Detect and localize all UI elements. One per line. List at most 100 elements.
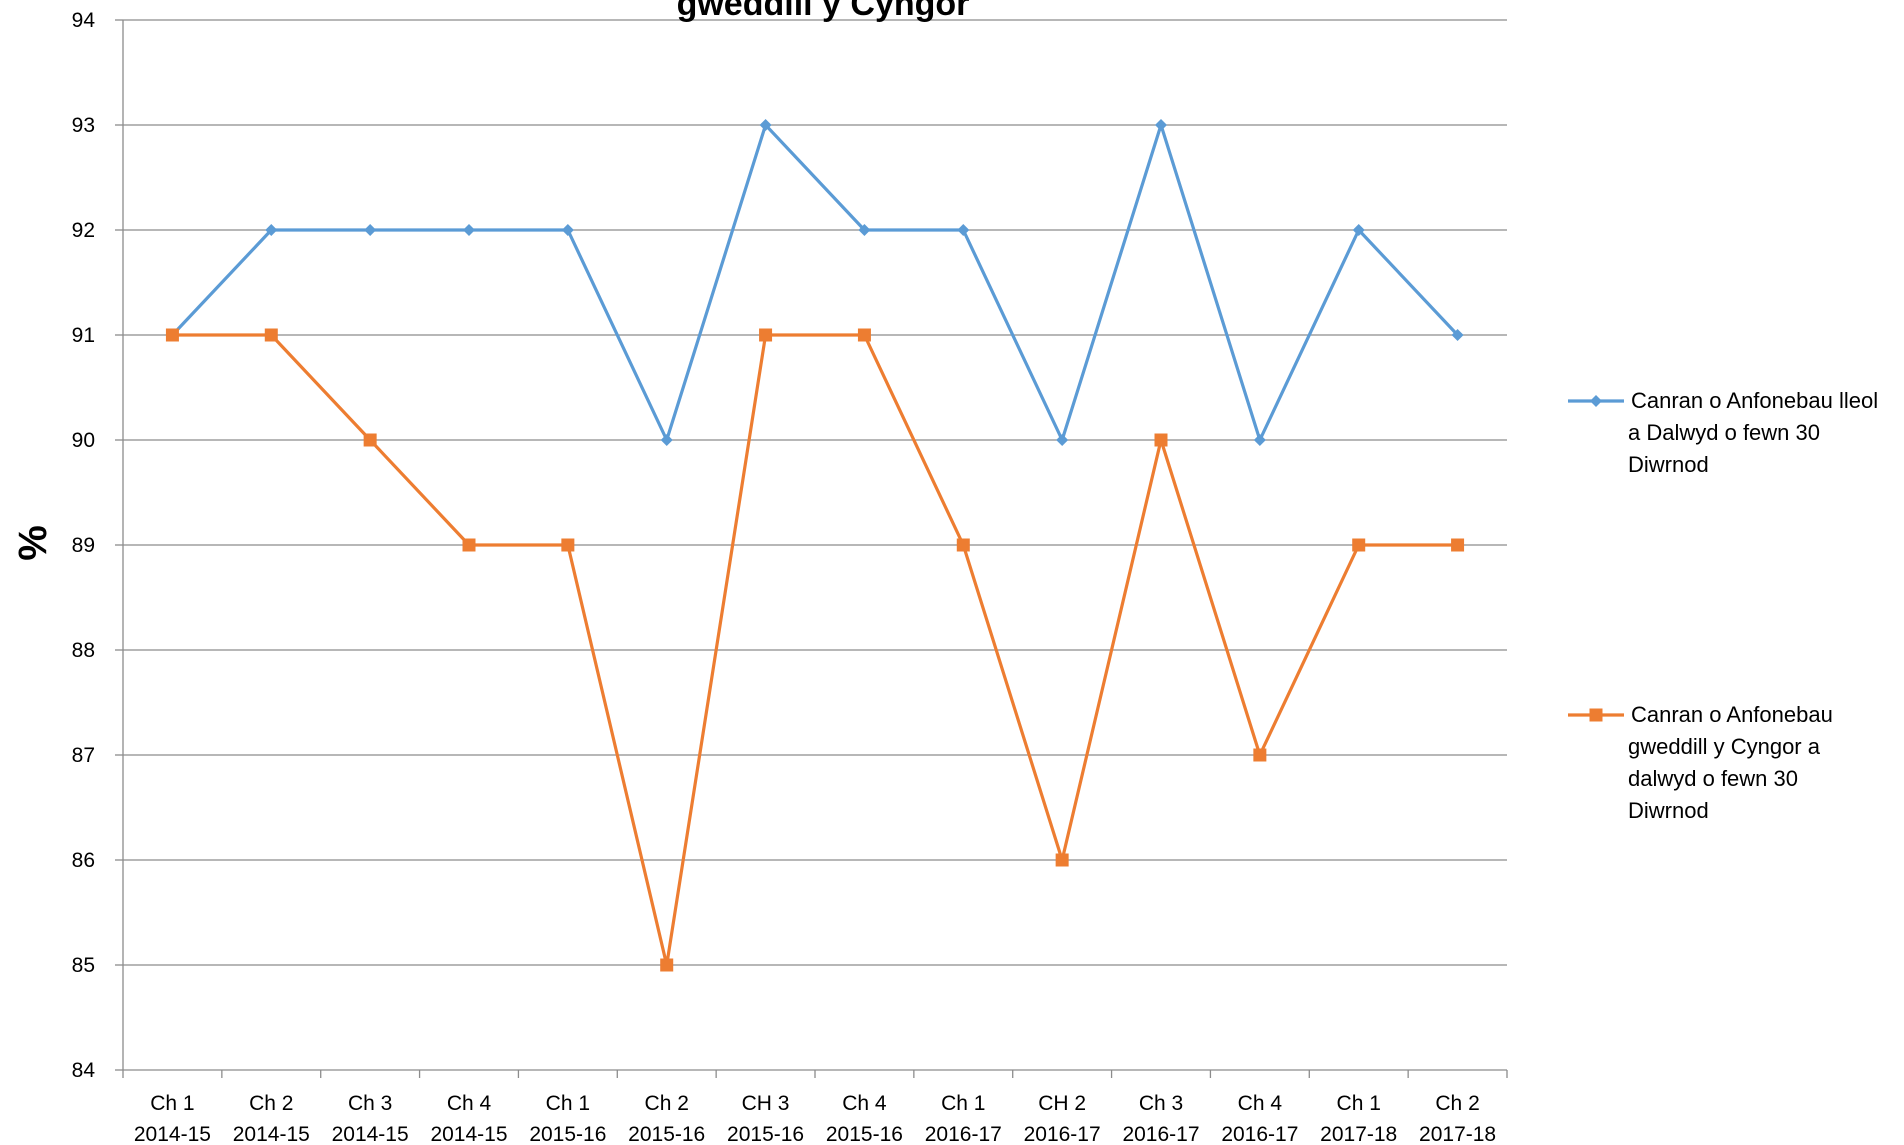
x-tick-label-quarter: Ch 4 xyxy=(1238,1092,1283,1115)
x-tick-label-quarter: Ch 3 xyxy=(348,1092,392,1115)
y-tick-label: 90 xyxy=(72,429,95,452)
data-point xyxy=(957,224,970,236)
x-tick-label: Ch 3 2014-15 xyxy=(332,1092,409,1145)
x-tick-label-quarter: Ch 1 xyxy=(941,1092,985,1115)
x-tick-label-year: 2014-15 xyxy=(134,1123,211,1145)
y-tick-label: 94 xyxy=(72,9,96,32)
legend-label-line: Diwrnod xyxy=(1628,452,1709,477)
x-tick-label-year: 2015-16 xyxy=(727,1123,804,1145)
y-tick-label: 87 xyxy=(72,744,95,767)
series-group xyxy=(165,119,1465,972)
series-line xyxy=(171,123,1459,442)
data-point xyxy=(561,538,575,552)
data-point xyxy=(265,224,278,236)
y-tick-label: 93 xyxy=(72,114,95,137)
data-point xyxy=(660,434,673,446)
legend-item: Canran o Anfonebau gweddill y Cyngor a dal… xyxy=(1568,702,1833,823)
x-tick-label-quarter: Ch 3 xyxy=(1139,1092,1183,1115)
legend-label: Canran o Anfonebau lleol a Dalwyd o fewn … xyxy=(1628,388,1878,477)
x-tick-label-year: 2014-15 xyxy=(430,1123,507,1145)
data-point xyxy=(364,224,377,236)
data-point xyxy=(1253,434,1266,446)
data-point xyxy=(1056,434,1069,446)
legend-label-line: Canran o Anfonebau xyxy=(1631,702,1833,727)
x-tick-label-year: 2016-17 xyxy=(1221,1123,1298,1145)
y-tick-label: 88 xyxy=(72,639,95,662)
x-tick-label-year: 2015-16 xyxy=(826,1123,903,1145)
y-tick-label: 92 xyxy=(72,219,95,242)
x-tick-label-year: 2014-15 xyxy=(233,1123,310,1145)
legend-marker xyxy=(1590,395,1602,407)
legend-item: Canran o Anfonebau lleol a Dalwyd o fewn … xyxy=(1568,388,1878,477)
x-tick-label-year: 2016-17 xyxy=(1122,1123,1199,1145)
x-tick-label: Ch 1 2017-18 xyxy=(1320,1092,1397,1145)
tick-labels: 84 85 86 87 88 89 90 91 92 93 94 Ch 1 2014-15 Ch 2 201… xyxy=(72,9,1496,1145)
x-tick-label-quarter: Ch 2 xyxy=(249,1092,293,1115)
data-point xyxy=(759,328,773,342)
series-1 xyxy=(166,119,1464,446)
y-tick-label: 84 xyxy=(72,1059,96,1082)
x-tick-label: Ch 1 2014-15 xyxy=(134,1092,211,1145)
data-point xyxy=(1055,853,1069,867)
data-point xyxy=(857,328,871,342)
gridlines xyxy=(123,19,1507,966)
legend-label-line: a Dalwyd o fewn 30 xyxy=(1628,420,1820,445)
legend-marker xyxy=(1589,708,1603,722)
x-tick-label-year: 2017-18 xyxy=(1320,1123,1397,1145)
x-tick-label: Ch 3 2016-17 xyxy=(1122,1092,1199,1145)
x-tick-label: Ch 2 2014-15 xyxy=(233,1092,310,1145)
x-tick-label-quarter: CH 3 xyxy=(742,1092,790,1115)
data-point xyxy=(462,538,476,552)
x-tick-label-quarter: CH 2 xyxy=(1038,1092,1086,1115)
data-point xyxy=(759,119,772,131)
x-tick-label-quarter: Ch 2 xyxy=(645,1092,689,1115)
y-tick-label: 86 xyxy=(72,849,95,872)
data-point xyxy=(1253,748,1267,762)
x-tick-label-year: 2014-15 xyxy=(332,1123,409,1145)
x-tick-label-quarter: Ch 4 xyxy=(447,1092,492,1115)
x-tick-label-quarter: Ch 2 xyxy=(1435,1092,1479,1115)
data-point xyxy=(1352,538,1366,552)
x-tick-label-quarter: Ch 4 xyxy=(842,1092,887,1115)
x-tick-label: Ch 1 2016-17 xyxy=(925,1092,1002,1145)
data-point xyxy=(1451,538,1465,552)
y-axis-label: % xyxy=(11,525,55,561)
legend-label-line: Canran o Anfonebau lleol xyxy=(1631,388,1878,413)
x-tick-label-quarter: Ch 1 xyxy=(150,1092,194,1115)
x-tick-label: CH 2 2016-17 xyxy=(1024,1092,1101,1145)
x-tick-label-year: 2016-17 xyxy=(1024,1123,1101,1145)
data-point xyxy=(1352,224,1365,236)
legend: Canran o Anfonebau lleol a Dalwyd o fewn … xyxy=(1568,388,1878,823)
legend-label: Canran o Anfonebau gweddill y Cyngor a dal… xyxy=(1628,702,1833,823)
chart-title: gweddill y Cyngor xyxy=(677,0,970,23)
x-tick-label-year: 2015-16 xyxy=(628,1123,705,1145)
legend-label-line: gweddill y Cyngor a xyxy=(1628,734,1821,759)
data-point xyxy=(660,958,674,972)
x-tick-label: Ch 4 2014-15 xyxy=(430,1092,507,1145)
data-point xyxy=(1451,329,1464,341)
x-tick-label: Ch 4 2015-16 xyxy=(826,1092,903,1145)
x-tick-label-year: 2017-18 xyxy=(1419,1123,1496,1145)
data-point xyxy=(561,224,574,236)
y-tick-label: 89 xyxy=(72,534,95,557)
x-tick-label-quarter: Ch 1 xyxy=(1337,1092,1381,1115)
data-point xyxy=(1155,119,1167,131)
axes xyxy=(115,19,1508,1078)
data-point xyxy=(1154,433,1168,447)
data-point xyxy=(264,328,278,342)
data-point xyxy=(956,538,970,552)
x-tick-label: Ch 4 2016-17 xyxy=(1221,1092,1298,1145)
x-tick-label: Ch 2 2015-16 xyxy=(628,1092,705,1145)
data-point xyxy=(463,224,475,236)
y-tick-label: 91 xyxy=(72,324,95,347)
series-line xyxy=(172,333,1458,967)
legend-label-line: dalwyd o fewn 30 xyxy=(1628,766,1798,791)
x-tick-label: Ch 2 2017-18 xyxy=(1419,1092,1496,1145)
series-2 xyxy=(165,328,1465,972)
legend-label-line: Diwrnod xyxy=(1628,798,1709,823)
data-point xyxy=(363,433,377,447)
x-tick-label: CH 3 2015-16 xyxy=(727,1092,804,1145)
y-tick-label: 85 xyxy=(72,954,95,977)
x-tick-label-year: 2016-17 xyxy=(925,1123,1002,1145)
x-tick-label: Ch 1 2015-16 xyxy=(529,1092,606,1145)
